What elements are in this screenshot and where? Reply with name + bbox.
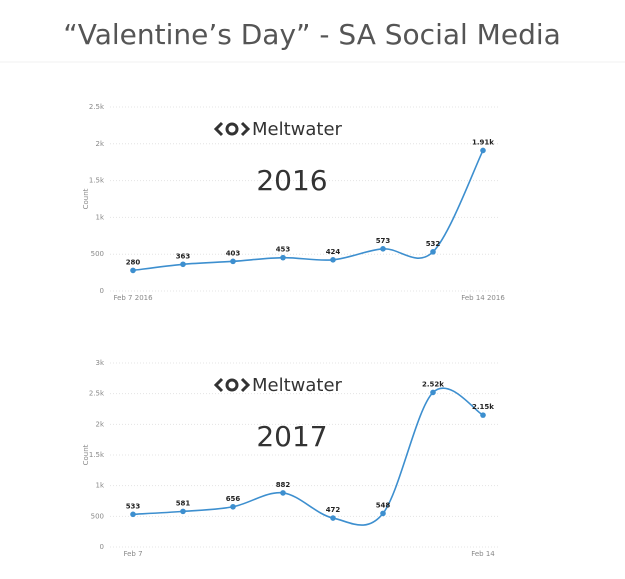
logo-chevron-right	[240, 377, 251, 393]
value-label: 403	[226, 249, 241, 257]
value-label: 363	[176, 252, 191, 260]
x-tick-label: Feb 14 2016	[461, 294, 505, 302]
y-tick-label: 500	[91, 250, 104, 258]
value-label: 882	[276, 481, 291, 489]
logo-chevron-left	[213, 121, 224, 137]
point	[430, 389, 436, 396]
y-tick-label: 2k	[95, 420, 104, 428]
page-title: “Valentine’s Day” - SA Social Media	[63, 18, 561, 51]
point	[380, 510, 386, 517]
brand-logo	[213, 377, 251, 393]
point	[230, 258, 236, 265]
logo-ring	[225, 378, 239, 392]
value-label: 573	[376, 237, 391, 245]
y-tick-label: 500	[91, 512, 104, 520]
x-tick-label: Feb 7 2016	[113, 294, 153, 302]
brand-logo	[213, 121, 251, 137]
value-label: 548	[376, 501, 391, 509]
value-label: 581	[176, 499, 191, 507]
point	[180, 508, 186, 515]
y-tick-label: 0	[100, 543, 104, 551]
value-label: 2.52k	[422, 380, 444, 388]
point	[330, 515, 336, 521]
value-label: 533	[126, 502, 141, 510]
point	[280, 490, 286, 496]
annotation: 2016	[256, 164, 327, 197]
y-axis-label: Count	[82, 188, 90, 209]
y-tick-label: 1k	[95, 482, 104, 490]
value-label: 453	[276, 246, 291, 254]
y-axis-label: Count	[82, 444, 90, 465]
y-tick-label: 3k	[95, 359, 104, 367]
value-label: 472	[326, 506, 341, 514]
x-tick-label: Feb 14	[471, 550, 495, 558]
brand-name: Meltwater	[252, 375, 343, 396]
y-tick-label: 2.5k	[89, 103, 105, 111]
y-tick-label: 1k	[95, 213, 104, 221]
point	[480, 412, 486, 418]
y-tick-label: 1.5k	[89, 177, 105, 185]
point	[280, 254, 286, 261]
point	[330, 256, 336, 263]
logo-ring	[225, 122, 239, 136]
y-tick-label: 2k	[95, 140, 104, 148]
y-tick-label: 2.5k	[89, 390, 105, 398]
line	[132, 387, 484, 526]
point	[180, 261, 186, 268]
annotation: 2017	[256, 420, 327, 453]
value-label: 280	[126, 258, 141, 266]
value-label: 2.15k	[472, 403, 494, 411]
value-label: 1.91k	[472, 138, 494, 146]
value-label: 424	[326, 248, 341, 256]
y-tick-label: 0	[100, 287, 104, 295]
point	[430, 249, 436, 255]
logo-chevron-right	[240, 121, 251, 137]
point	[130, 267, 136, 274]
x-tick-label: Feb 7	[123, 550, 142, 558]
point	[230, 503, 236, 510]
point	[380, 246, 386, 252]
logo-chevron-left	[213, 377, 224, 393]
point	[480, 147, 486, 154]
value-label: 532	[426, 240, 441, 248]
value-label: 656	[226, 495, 241, 503]
brand-name: Meltwater	[252, 119, 343, 140]
point	[130, 511, 136, 518]
y-tick-label: 1.5k	[89, 451, 105, 459]
